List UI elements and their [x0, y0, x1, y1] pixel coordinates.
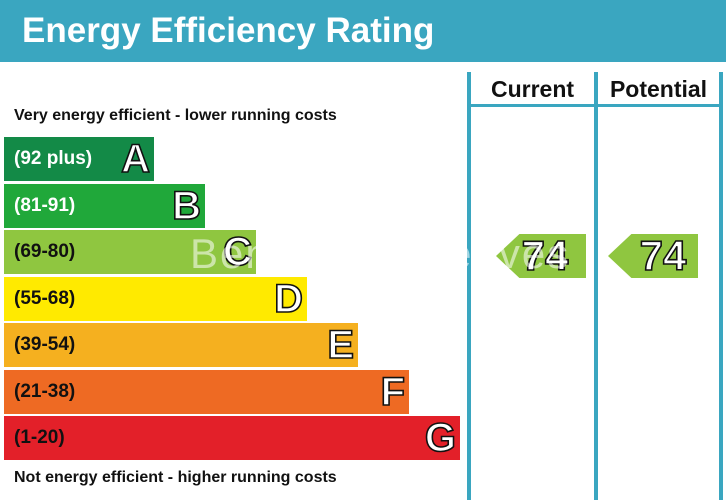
- current-column-right-border: [594, 72, 598, 500]
- band-letter: G: [424, 415, 457, 461]
- band-letter: A: [120, 136, 150, 182]
- band-c: (69-80) C: [4, 229, 256, 275]
- bottom-caption: Not energy efficient - higher running co…: [14, 469, 337, 486]
- top-caption: Very energy efficient - lower running co…: [14, 107, 337, 124]
- band-letter: C: [222, 229, 252, 275]
- current-column-left-border: [467, 72, 471, 500]
- potential-column-header: Potential: [609, 76, 708, 102]
- band-letter: F: [380, 369, 406, 415]
- band-range-label: (69-80): [14, 241, 76, 262]
- band-range-label: (1-20): [14, 427, 65, 448]
- band-b: (81-91) B: [4, 183, 205, 229]
- band-range-label: (81-91): [14, 194, 76, 216]
- watermark: Benham & Reeves: [190, 230, 571, 277]
- band-range-label: (21-38): [14, 380, 76, 402]
- band-f: (21-38) F: [4, 369, 409, 415]
- band-g: (1-20) G: [4, 415, 460, 461]
- title-bar: Energy Efficiency Rating: [0, 0, 726, 62]
- band-range-label: (92 plus): [14, 148, 93, 169]
- band-letter: E: [327, 322, 355, 368]
- band-letter: B: [171, 183, 201, 229]
- band-a: (92 plus) A: [4, 136, 154, 182]
- potential-rating-value: 74: [639, 231, 687, 280]
- chart-title: Energy Efficiency Rating: [22, 11, 435, 50]
- current-rating-value: 74: [521, 231, 569, 280]
- band-letter: D: [273, 276, 303, 322]
- band-e: (39-54) E: [4, 322, 358, 368]
- potential-column-right-border: [719, 72, 723, 500]
- current-column-header: Current: [490, 76, 575, 102]
- band-range-label: (55-68): [14, 287, 76, 309]
- column-header-underline: [467, 104, 723, 107]
- band-d: (55-68) D: [4, 276, 307, 322]
- band-range-label: (39-54): [14, 334, 76, 355]
